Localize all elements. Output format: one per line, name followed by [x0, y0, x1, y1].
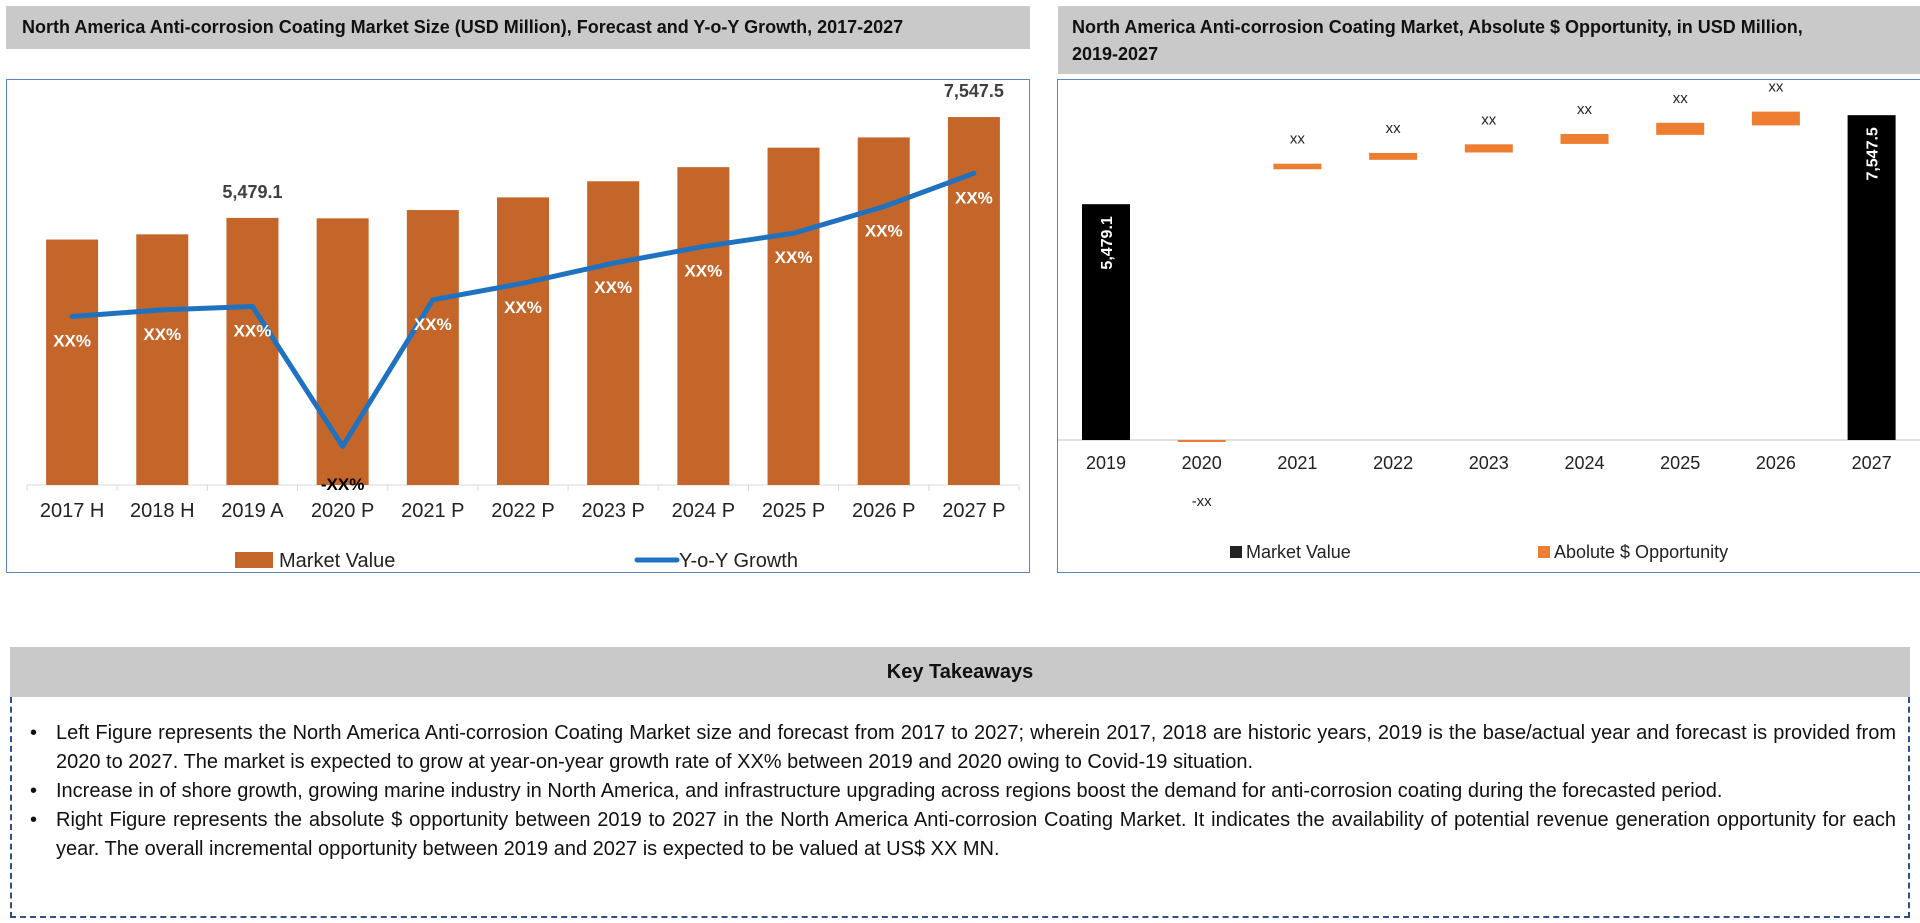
opportunity-data-label: xx: [1673, 90, 1689, 107]
market-size-chart: 5,479.1 7,547.5 XX% XX% XX% -XX% XX% XX% XX% XX% X…: [26, 81, 1020, 572]
x-tick-label: 2022: [1373, 453, 1413, 473]
yoy-growth-data-label: XX%: [594, 278, 632, 297]
right-chart-title-line2: 2019-2027: [1072, 44, 1159, 64]
yoy-growth-data-label: XX%: [414, 315, 452, 334]
x-tick-label: 2024: [1564, 453, 1604, 473]
chart-legend: Market Value Abolute $ Opportunity: [1230, 542, 1728, 562]
x-tick-label: 2025: [1660, 453, 1700, 473]
x-tick-label: 2022 P: [491, 500, 554, 522]
yoy-growth-data-label: XX%: [53, 331, 91, 350]
waterfall-bars: [1082, 111, 1896, 442]
x-tick-label: 2017 H: [40, 500, 105, 522]
takeaway-text: Left Figure represents the North America…: [56, 722, 1896, 773]
opportunity-data-label: xx: [1768, 79, 1784, 96]
opportunity-bar: [1751, 111, 1800, 126]
x-tick-label: 2026 P: [852, 500, 915, 522]
x-tick-label: 2027 P: [942, 500, 1005, 522]
market-value-bar: [677, 167, 730, 485]
opportunity-bar: [1273, 163, 1322, 170]
left-chart-title: North America Anti-corrosion Coating Mar…: [6, 6, 1030, 49]
legend-label-opportunity: Abolute $ Opportunity: [1554, 542, 1728, 562]
takeaway-item: • Right Figure represents the absolute $…: [26, 806, 1896, 864]
opportunity-data-label: xx: [1290, 131, 1306, 148]
x-tick-label: 2027: [1852, 453, 1892, 473]
market-value-data-label: 5,479.1: [222, 182, 282, 202]
x-tick-label: 2023 P: [581, 500, 644, 522]
x-tick-label: 2023: [1469, 453, 1509, 473]
market-value-bar: [316, 218, 369, 485]
opportunity-bar: [1464, 144, 1513, 153]
x-tick-label: 2025 P: [762, 500, 825, 522]
opportunity-data-label: xx: [1481, 111, 1497, 128]
takeaway-item: • Left Figure represents the North Ameri…: [26, 719, 1896, 777]
bullet-icon: •: [30, 809, 38, 831]
market-value-bar: [136, 234, 189, 485]
x-tick-label: 2020 P: [311, 500, 374, 522]
yoy-growth-data-label: XX%: [775, 248, 813, 267]
x-tick-label: 2019: [1086, 453, 1126, 473]
right-chart-title: North America Anti-corrosion Coating Mar…: [1058, 6, 1920, 74]
market-size-chart-panel: 5,479.1 7,547.5 XX% XX% XX% -XX% XX% XX% XX% XX% X…: [6, 79, 1030, 573]
market-value-bar: [46, 239, 99, 485]
x-tick-labels: 2019 2020 2021 2022 2023 2024 2025 2026 2027: [1086, 453, 1892, 473]
yoy-growth-data-label: XX%: [234, 322, 272, 341]
opportunity-bar: [1369, 152, 1418, 160]
key-takeaways-header: Key Takeaways: [10, 647, 1910, 697]
opportunity-data-label: xx: [1386, 120, 1402, 137]
yoy-growth-data-label: XX%: [955, 188, 993, 207]
market-value-bar: [406, 210, 459, 486]
legend-swatch-market-value: [1230, 546, 1242, 558]
absolute-opportunity-chart-panel: 5,479.1 -xx xx xx xx xx xx xx 7,547.5 2019 2020 20…: [1057, 79, 1920, 573]
market-value-data-label: 5,479.1: [1099, 216, 1116, 269]
key-takeaways-body: • Left Figure represents the North Ameri…: [10, 697, 1910, 918]
chart-legend: Market Value Y-o-Y Growth: [235, 550, 798, 572]
x-tick-label: 2019 A: [221, 500, 284, 522]
market-value-bar: [587, 181, 640, 485]
market-value-bar: [226, 217, 279, 486]
legend-label-yoy-growth: Y-o-Y Growth: [679, 550, 798, 572]
legend-label-market-value: Market Value: [1246, 542, 1351, 562]
x-tick-label: 2018 H: [130, 500, 195, 522]
legend-swatch-opportunity: [1538, 546, 1550, 558]
market-value-bar: [497, 197, 549, 485]
bullet-icon: •: [30, 780, 38, 802]
opportunity-bar: [1656, 122, 1705, 135]
market-value-data-label: 7,547.5: [944, 81, 1004, 101]
yoy-growth-line: [69, 170, 977, 449]
opportunity-bar: [1560, 134, 1609, 144]
data-labels: 5,479.1 -xx xx xx xx xx xx xx 7,547.5: [1099, 79, 1882, 510]
market-value-bar: [1082, 204, 1130, 440]
x-axis: [26, 484, 1020, 491]
right-chart-title-line1: North America Anti-corrosion Coating Mar…: [1072, 17, 1803, 37]
market-value-bar: [857, 137, 910, 485]
market-value-data-label: 7,547.5: [1865, 127, 1882, 180]
market-value-bar: [1847, 115, 1896, 440]
x-tick-label: 2026: [1756, 453, 1796, 473]
takeaway-item: • Increase in of shore growth, growing m…: [26, 777, 1896, 806]
x-tick-label: 2021 P: [401, 500, 464, 522]
bullet-icon: •: [30, 722, 38, 744]
key-takeaways-list: • Left Figure represents the North Ameri…: [12, 697, 1908, 864]
yoy-growth-data-label: XX%: [684, 262, 722, 281]
legend-label-market-value: Market Value: [279, 550, 395, 572]
market-value-bar: [767, 147, 820, 485]
x-tick-label: 2021: [1277, 453, 1317, 473]
x-tick-labels: 2017 H 2018 H 2019 A 2020 P 2021 P 2022 P 2023…: [40, 500, 1006, 522]
yoy-growth-data-label: XX%: [865, 222, 903, 241]
market-value-bars: [46, 117, 1000, 486]
yoy-growth-data-label: XX%: [143, 325, 181, 344]
x-tick-label: 2020: [1182, 453, 1222, 473]
x-tick-label: 2024 P: [672, 500, 735, 522]
opportunity-data-label: xx: [1577, 101, 1593, 118]
yoy-growth-data-label: -XX%: [321, 475, 364, 494]
data-labels: 5,479.1 7,547.5 XX% XX% XX% -XX% XX% XX% XX% XX% X…: [53, 81, 1004, 494]
opportunity-data-label: -xx: [1192, 493, 1212, 510]
yoy-growth-line-group: [69, 170, 977, 449]
takeaway-text: Increase in of shore growth, growing mar…: [56, 780, 1723, 802]
takeaway-text: Right Figure represents the absolute $ o…: [56, 809, 1896, 860]
legend-swatch-market-value: [235, 552, 273, 568]
yoy-growth-data-label: XX%: [504, 298, 542, 317]
opportunity-bar: [1177, 440, 1226, 442]
